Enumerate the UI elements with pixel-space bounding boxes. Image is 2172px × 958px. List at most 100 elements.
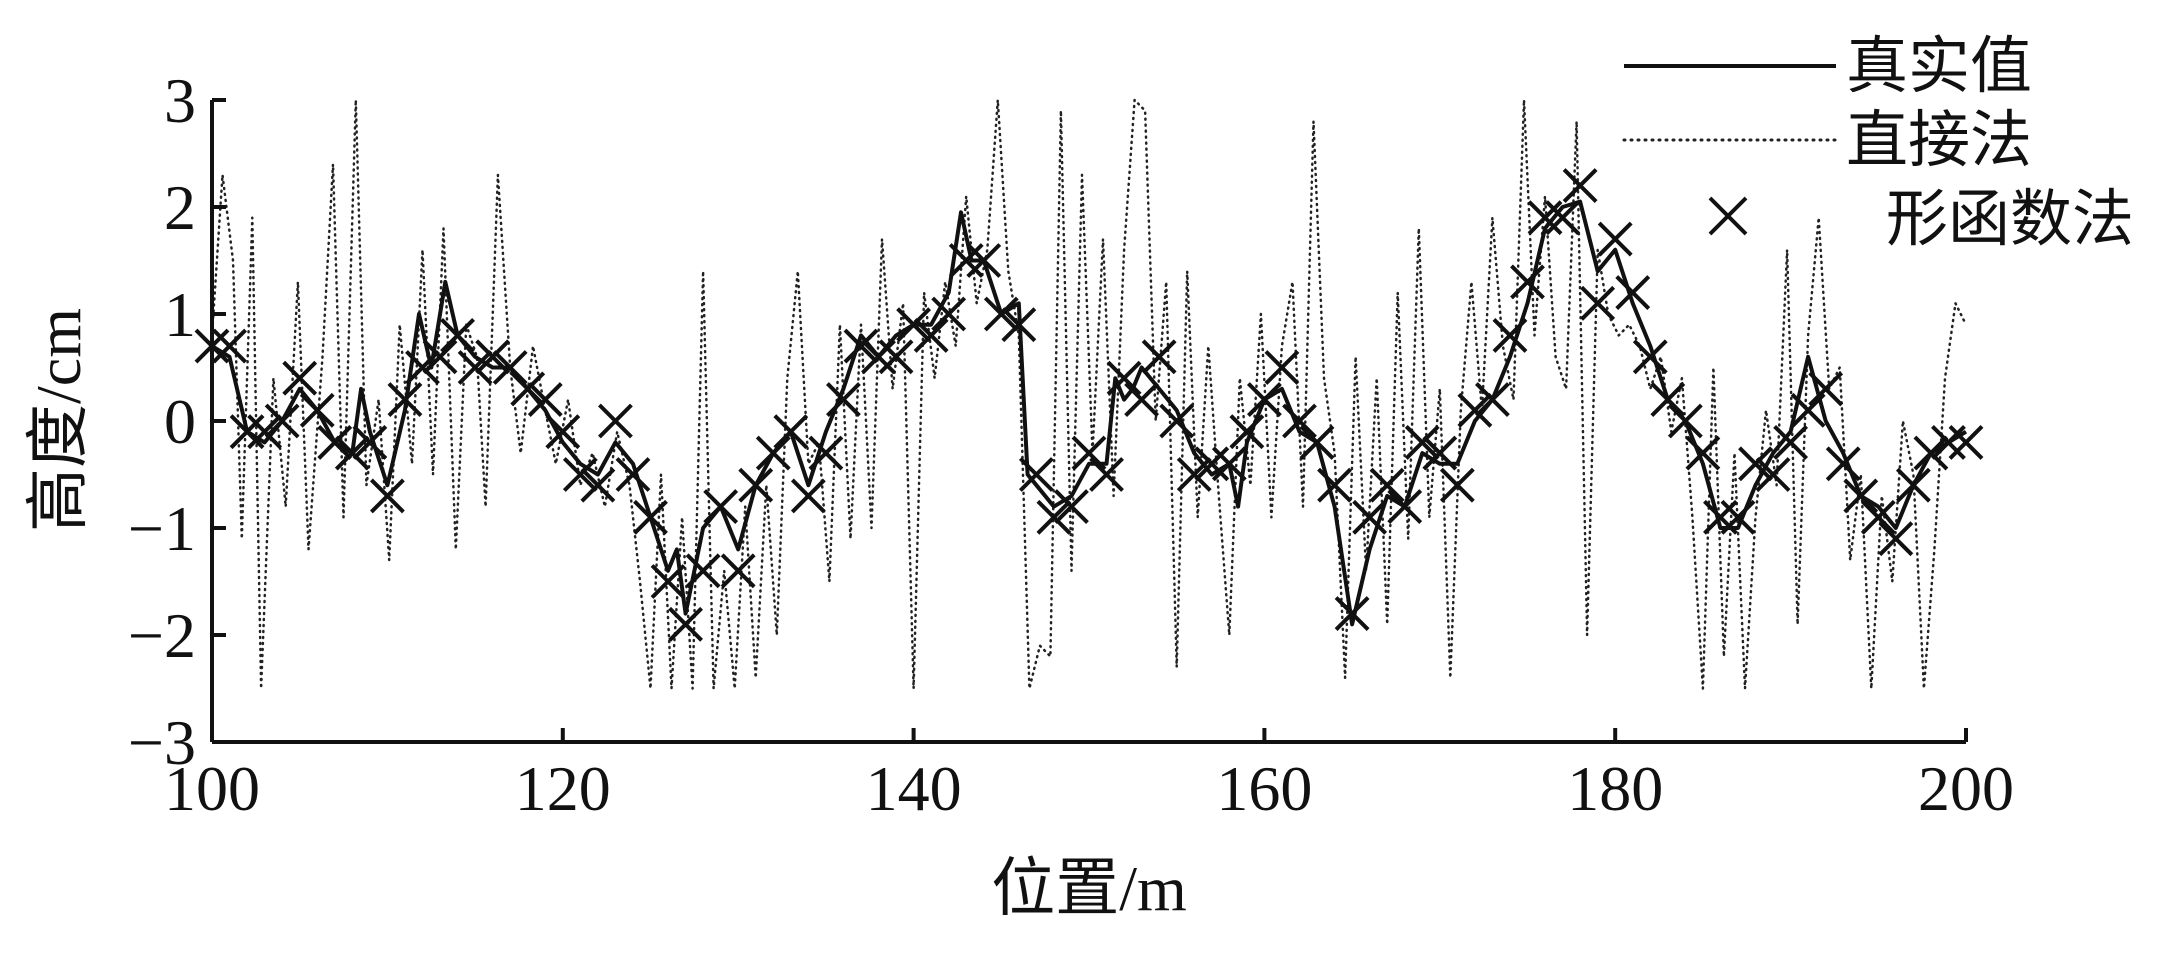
data-point-x-marker [212,328,247,364]
data-point-x-marker [1808,371,1844,407]
data-point-x-marker [1001,307,1037,343]
data-point-x-marker [1738,446,1773,482]
data-point-x-marker [282,360,318,396]
data-point-x-marker [773,414,809,450]
data-point-x-marker [878,339,914,375]
data-point-x-marker [1790,392,1826,428]
data-point-x-marker [1352,499,1388,535]
data-point-x-marker [615,457,651,492]
series-shape-function-method [194,168,1984,642]
x-tick-label: 200 [1918,753,2014,824]
data-point-x-marker [1106,360,1142,396]
data-point-x-marker [299,392,335,428]
data-point-x-marker [1457,392,1493,428]
data-point-x-marker [1720,499,1756,535]
data-point-x-marker [1685,435,1721,471]
legend-marker-x [1708,196,1748,236]
data-point-x-marker [475,339,511,375]
data-point-x-marker [1931,424,1966,460]
data-point-x-marker [738,467,774,503]
data-point-x-marker [1615,275,1651,311]
data-point-x-marker [1773,424,1809,460]
series-direct-method-line [210,98,1968,690]
legend-label-direct-method: 直接法 [1846,107,2032,175]
data-point-x-marker [1404,424,1440,460]
data-point-x-marker [334,435,370,471]
data-point-x-marker [1527,200,1563,236]
x-tick-label: 180 [1567,753,1663,824]
data-point-x-marker [1018,457,1054,492]
data-point-x-marker [1562,168,1598,204]
data-point-x-marker [843,328,879,364]
data-point-x-marker [440,317,475,353]
data-point-x-marker [1159,403,1195,439]
y-tick-label: 1 [164,279,196,350]
data-point-x-marker [1141,339,1177,375]
series-true-value-line [210,199,1968,627]
data-point-x-marker [1948,424,1984,460]
y-tick-label: 0 [164,386,196,457]
data-point-x-marker [598,403,633,439]
data-point-x-marker [545,414,581,450]
data-point-x-marker [1334,596,1370,632]
data-point-x-marker [510,371,546,407]
data-point-x-marker [1703,499,1738,535]
data-point-x-marker [1054,489,1089,525]
y-tick-label: 2 [164,172,196,243]
data-point-x-marker [633,499,668,535]
x-tick-label: 160 [1216,753,1312,824]
data-point-x-marker [1369,467,1405,503]
legend: 真实值 直接法 形函数法 [1622,33,2134,254]
data-point-x-marker [580,467,616,503]
legend-label-shape-function-method: 形函数法 [1886,186,2134,254]
x-tick-label: 140 [866,753,962,824]
y-tick-label: −2 [128,600,196,671]
data-point-x-marker [668,606,703,642]
data-point-x-marker [1843,478,1879,514]
data-point-x-marker [896,307,932,343]
data-point-x-marker [387,382,423,418]
series-layer [194,98,1984,690]
data-point-x-marker [1825,446,1861,482]
y-axis-title: 高度/cm [23,308,94,532]
y-tick-label: −3 [128,707,196,778]
data-point-x-marker [1650,382,1686,418]
ticks: 100 120 140 160 180 200 3 2 1 0 −1 −2 −3 [128,65,2014,824]
data-point-x-marker [1913,435,1949,471]
data-point-x-marker [1492,317,1528,353]
data-point-x-marker [1387,489,1423,525]
data-point-x-marker [492,350,528,385]
data-point-x-marker [1036,499,1072,535]
data-point-x-marker [720,553,756,589]
data-point-x-marker [1071,435,1107,471]
data-point-x-marker [527,382,563,418]
data-point-x-marker [457,350,493,385]
data-point-x-marker [826,382,861,418]
data-point-x-marker [650,564,686,599]
y-tick-label: 3 [164,65,196,136]
data-point-x-marker [1246,382,1282,418]
data-point-x-marker [1510,264,1545,300]
data-point-x-marker [861,339,896,375]
data-point-x-marker [1422,435,1458,471]
data-point-x-marker [1597,221,1633,257]
data-point-x-marker [247,414,283,450]
x-tick-label: 120 [515,753,611,824]
data-point-x-marker [755,435,791,471]
data-point-x-marker [1667,403,1703,439]
data-point-x-marker [264,403,300,439]
data-point-x-marker [790,478,826,514]
data-point-x-marker [1264,350,1300,385]
data-point-x-marker [1878,521,1914,557]
data-point-x-marker [966,243,1002,278]
data-point-x-marker [703,489,739,525]
data-point-x-marker [1755,457,1791,492]
data-point-x-marker [983,296,1019,332]
data-point-x-marker [229,414,265,450]
x-axis-title: 位置/m [991,853,1187,924]
data-point-x-marker [1860,499,1896,535]
data-point-x-marker [931,296,967,332]
